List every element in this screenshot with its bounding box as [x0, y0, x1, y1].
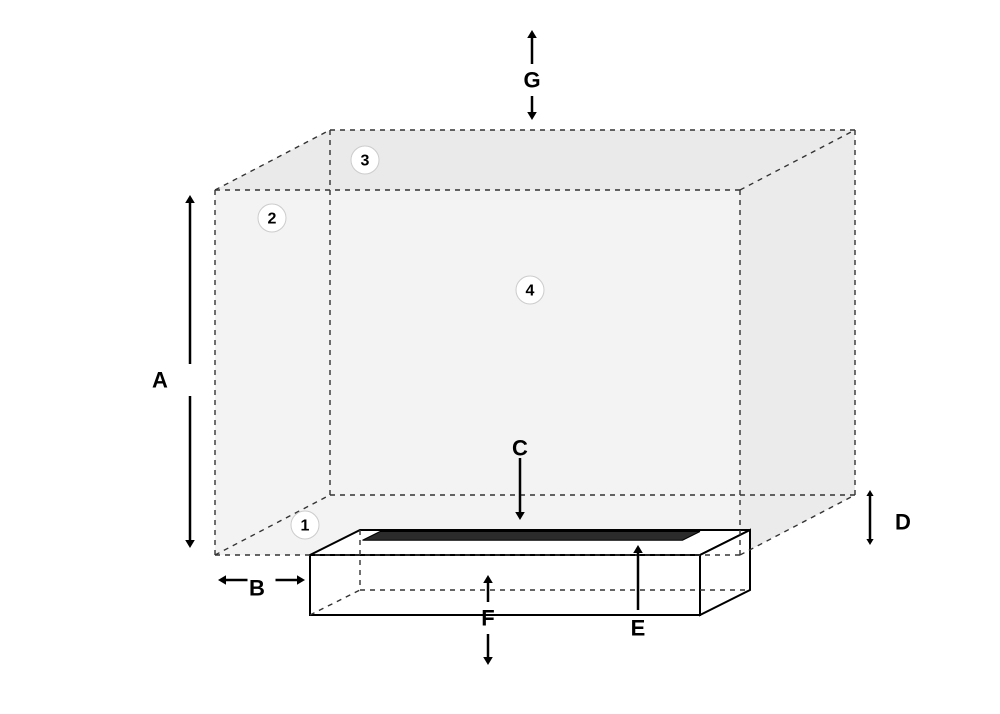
callout-badge-label: 1: [301, 518, 310, 535]
dimension-label: D: [895, 510, 911, 535]
dimension-label: E: [631, 616, 646, 641]
dimension-label: F: [481, 606, 494, 631]
dimension-label: C: [512, 436, 528, 461]
dimension-label: B: [249, 576, 265, 601]
dimension-label: A: [152, 368, 168, 393]
tray-front: [310, 555, 700, 615]
box-front-face: [215, 190, 740, 555]
box-right-face: [740, 130, 855, 555]
diagram-canvas: A B C D E F G 1 2 3 4: [0, 0, 1000, 714]
callout-badge-label: 2: [268, 211, 277, 228]
callout-badge-label: 4: [526, 283, 535, 300]
callout-badge-label: 3: [361, 153, 370, 170]
tray-slot: [363, 532, 701, 541]
dimension-label: G: [523, 68, 540, 93]
